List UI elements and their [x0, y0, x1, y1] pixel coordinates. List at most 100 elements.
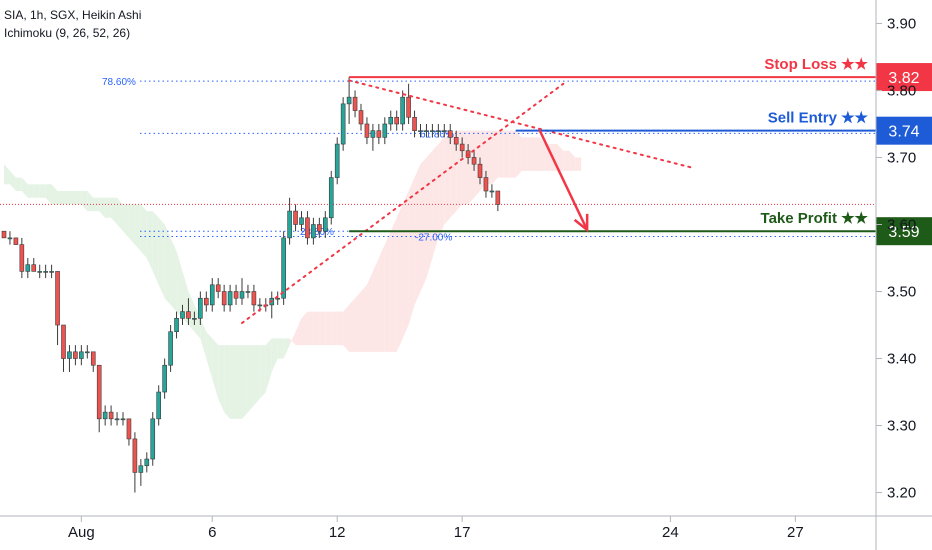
candle-body	[96, 364, 102, 420]
candle-body	[441, 130, 447, 132]
cloud-segment	[402, 190, 409, 339]
price-badge-text: 3.59	[888, 224, 919, 241]
cloud-segment	[521, 137, 528, 171]
candle-body	[227, 291, 233, 306]
candle-body	[120, 418, 126, 421]
cloud-segment	[277, 338, 284, 359]
ichimoku-cloud	[4, 130, 582, 419]
cloud-segment	[438, 137, 445, 238]
candle	[418, 123, 423, 138]
cloud-segment	[265, 338, 272, 393]
candle	[370, 123, 376, 151]
cloud-segment	[390, 217, 397, 352]
candle	[174, 311, 179, 339]
candle-body	[49, 271, 54, 273]
candle-body	[328, 177, 334, 219]
level-label: Sell Entry ★★	[768, 110, 869, 127]
candle-body	[102, 411, 108, 420]
candle	[334, 137, 340, 185]
candle-body	[192, 318, 197, 320]
candle-body	[322, 217, 328, 232]
chart-legend: SIA, 1h, SGX, Heikin Ashi Ichimoku (9, 2…	[4, 6, 141, 42]
price-badge-text: 3.82	[888, 70, 919, 87]
candle	[311, 217, 316, 245]
level-label: Take Profit ★★	[761, 210, 869, 227]
cloud-segment	[170, 237, 177, 312]
cloud-segment	[194, 304, 201, 339]
candle	[340, 97, 346, 151]
cloud-segment	[146, 211, 153, 272]
candle-body	[221, 291, 227, 306]
candle	[120, 412, 126, 426]
candle	[352, 90, 358, 118]
candle	[180, 304, 185, 326]
cloud-segment	[247, 345, 254, 413]
candle-body	[233, 291, 239, 299]
cloud-segment	[39, 184, 46, 198]
candle-body	[132, 438, 138, 473]
cloud-segment	[128, 204, 135, 245]
cloud-segment	[509, 130, 516, 178]
price-badge	[876, 63, 932, 92]
cloud-segment	[396, 204, 403, 352]
candle	[150, 412, 156, 466]
candle	[424, 123, 429, 138]
cloud-segment	[200, 318, 207, 359]
candle	[471, 150, 477, 171]
cloud-segment	[372, 258, 379, 352]
candle	[7, 231, 13, 245]
candle-body	[13, 237, 19, 245]
trade-levels: Stop Loss ★★ 3.82 Sell Entry ★★ 3.74 Take Pr…	[349, 56, 932, 246]
cloud-segment	[134, 204, 141, 252]
cloud-segment	[212, 338, 219, 399]
y-tick-label: 3.20	[887, 485, 916, 502]
candle	[126, 418, 132, 446]
cloud-segment	[331, 311, 338, 346]
candle-body	[79, 351, 84, 359]
cloud-segment	[569, 150, 576, 171]
candle	[67, 345, 72, 372]
candle-body	[245, 291, 251, 293]
cloud-segment	[45, 184, 52, 205]
candle	[25, 258, 31, 279]
candle	[198, 291, 203, 326]
cloud-segment	[378, 244, 385, 352]
x-tick-label: 24	[662, 524, 679, 541]
candle	[156, 385, 161, 426]
candle-body	[370, 130, 376, 138]
candle-body	[138, 465, 144, 473]
symbol-info: SIA, 1h, SGX, Heikin Ashi	[4, 8, 142, 22]
candle	[73, 345, 78, 366]
candle	[394, 110, 400, 131]
cloud-segment	[307, 311, 314, 346]
cloud-segment	[27, 184, 34, 198]
price-badge	[876, 116, 932, 145]
candle-body	[114, 418, 120, 421]
cloud-segment	[224, 345, 231, 419]
cloud-segment	[355, 291, 361, 352]
candle	[239, 278, 245, 305]
cloud-segment	[158, 217, 165, 299]
candle	[358, 103, 364, 131]
candle	[489, 184, 495, 198]
cloud-segment	[63, 190, 70, 205]
candle	[37, 264, 43, 279]
cloud-segment	[117, 197, 123, 232]
candle	[79, 345, 84, 366]
candle	[447, 123, 453, 145]
candle	[299, 211, 304, 232]
candle	[43, 264, 48, 279]
cloud-segment	[432, 144, 439, 258]
candle-body	[37, 271, 43, 273]
candle	[412, 110, 417, 138]
candle-body	[85, 351, 90, 354]
cloud-segment	[533, 137, 540, 171]
y-tick-label: 3.90	[887, 15, 916, 32]
cloud-segment	[491, 130, 498, 185]
cloud-segment	[485, 130, 492, 185]
candle	[108, 405, 114, 426]
candle	[114, 412, 120, 426]
candle	[293, 204, 298, 232]
